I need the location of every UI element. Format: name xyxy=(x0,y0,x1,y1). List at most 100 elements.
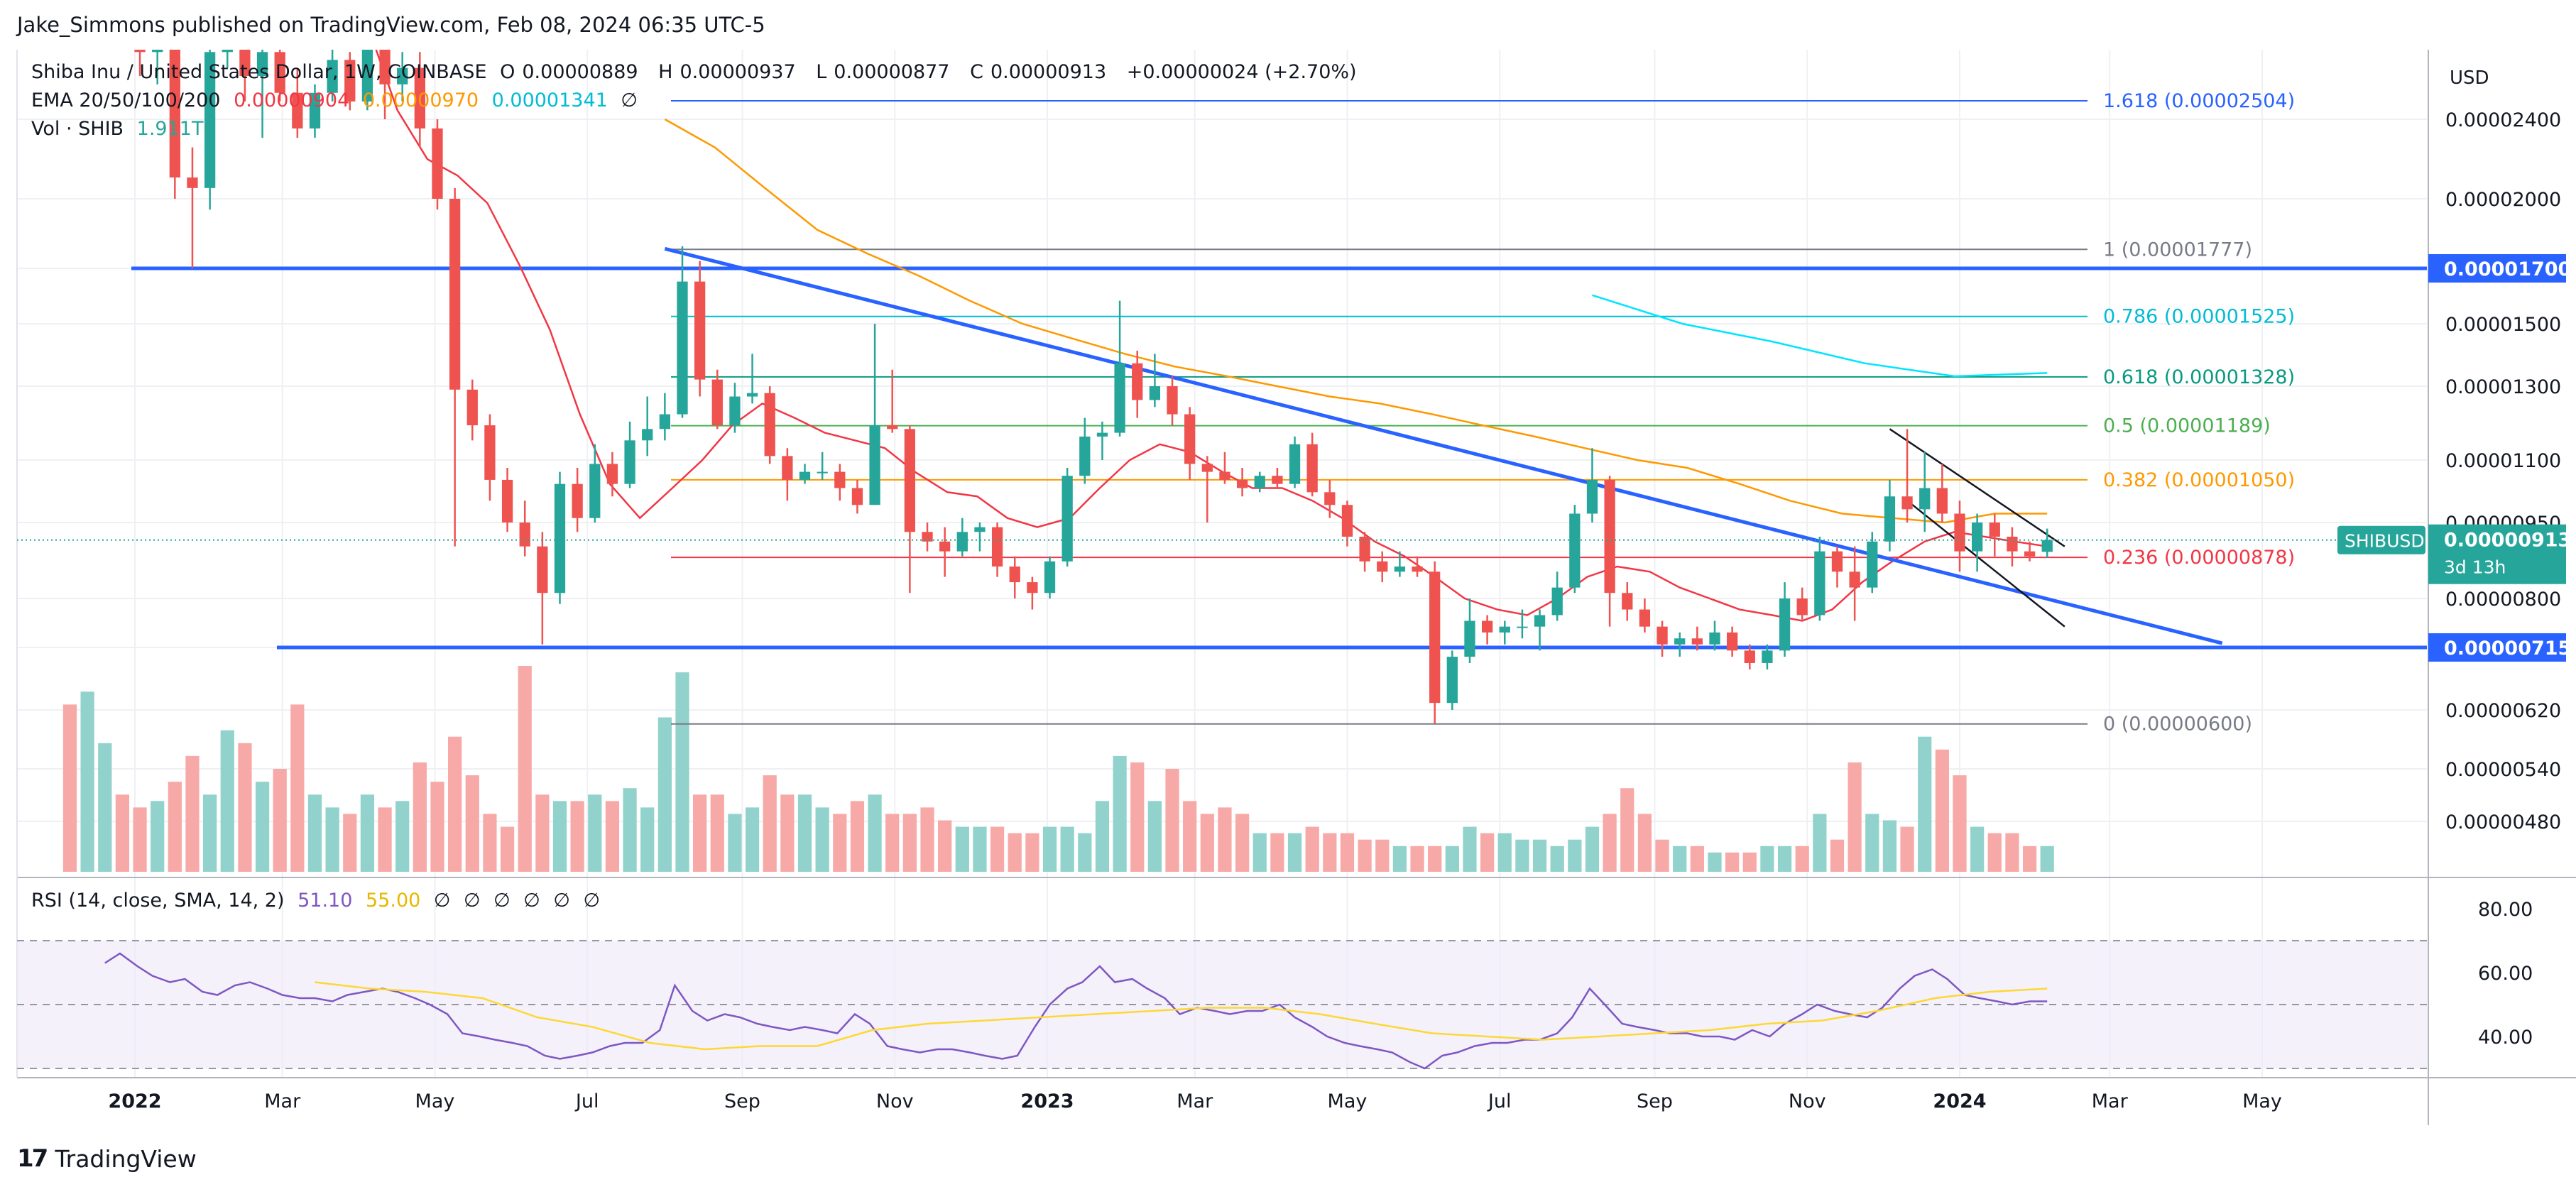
rsi-hidden-icon[interactable]: ∅ xyxy=(493,890,511,912)
rsi-line xyxy=(104,952,2048,1070)
candle-body xyxy=(1201,464,1213,472)
rsi-hidden-icon[interactable]: ∅ xyxy=(523,890,540,912)
candle-body xyxy=(1272,476,1283,484)
candle-body xyxy=(1359,536,1370,562)
volume-bar xyxy=(1918,736,1932,872)
volume-bar xyxy=(1078,833,1092,872)
candle xyxy=(1184,407,1196,480)
candle xyxy=(1726,626,1738,657)
volume-bar xyxy=(413,762,427,872)
time-tick-label: Nov xyxy=(876,1090,914,1112)
volume-bar xyxy=(1585,826,1600,872)
candle-body xyxy=(1464,620,1475,657)
candle xyxy=(782,448,793,501)
volume-bar xyxy=(797,794,812,872)
currency-label: USD xyxy=(2450,67,2489,89)
candle xyxy=(1359,532,1370,572)
candle xyxy=(1306,432,1318,497)
rsi-hidden-icon[interactable]: ∅ xyxy=(583,890,601,912)
volume-bar xyxy=(1147,801,1162,872)
rsi-label: RSI (14, close, SMA, 14, 2) xyxy=(31,890,285,912)
volume-bar xyxy=(640,807,655,872)
rsi-hidden-icon[interactable]: ∅ xyxy=(553,890,570,912)
candle-body xyxy=(1622,593,1633,610)
candle xyxy=(1849,546,1860,621)
candle xyxy=(1201,456,1213,523)
volume-bar xyxy=(1252,833,1267,872)
candle xyxy=(204,50,216,210)
fib-level-label: 0 (0.00000600) xyxy=(2103,713,2252,735)
candle-body xyxy=(1849,571,1860,588)
candle-body xyxy=(642,429,653,441)
volume-bar xyxy=(1987,833,2002,872)
fib-level-label: 1.618 (0.00002504) xyxy=(2103,90,2295,112)
candle-body xyxy=(1604,479,1615,594)
candle xyxy=(187,147,198,268)
level-price-tag-text: 0.00001700 xyxy=(2444,258,2571,280)
volume-bar xyxy=(955,826,969,872)
last-price-tag-text: 0.00000913 xyxy=(2444,530,2571,552)
channel-lower-line xyxy=(1906,500,2065,628)
candle-body xyxy=(782,456,793,480)
ema-legend[interactable]: EMA 20/50/100/200 0.00000904 0.00000970 … xyxy=(31,89,645,111)
candle-body xyxy=(1394,566,1406,572)
volume-bar xyxy=(675,672,689,872)
volume-bar xyxy=(1165,769,1179,872)
candle xyxy=(729,383,741,433)
tradingview-logo[interactable]: 17 TradingView xyxy=(17,1144,197,1173)
volume-bar xyxy=(657,717,672,872)
volume-bar xyxy=(1777,846,1792,872)
candle xyxy=(2024,541,2036,562)
candle-body xyxy=(169,50,180,178)
candle-body xyxy=(974,527,986,532)
hidden-series-icon[interactable]: ∅ xyxy=(621,89,638,111)
volume-label: Vol · SHIB xyxy=(31,118,124,140)
low-value: 0.00000877 xyxy=(834,61,950,83)
candle-body xyxy=(1534,615,1546,627)
rsi-hidden-icon[interactable]: ∅ xyxy=(433,890,451,912)
candle-body xyxy=(1586,479,1598,514)
volume-bar xyxy=(1130,762,1145,872)
time-tick-label: Sep xyxy=(724,1090,760,1112)
volume-bar xyxy=(1603,814,1617,872)
volume-bar xyxy=(360,794,375,872)
candle xyxy=(764,386,775,464)
high-value: 0.00000937 xyxy=(680,61,796,83)
volume-bar xyxy=(1480,833,1495,872)
volume-legend[interactable]: Vol · SHIB 1.911T xyxy=(31,118,210,140)
candle-body xyxy=(344,60,356,102)
candle xyxy=(1779,582,1791,657)
rsi-tick-label: 80.00 xyxy=(2478,899,2533,921)
price-tick-label: 0.00002000 xyxy=(2445,189,2561,211)
volume-bar xyxy=(1953,775,1967,872)
candle-body xyxy=(991,527,1003,567)
candle-body xyxy=(292,92,303,128)
candle-body xyxy=(589,464,601,518)
candle-body xyxy=(537,546,548,594)
candle xyxy=(1936,464,1948,523)
volume-bar xyxy=(710,794,724,872)
candle xyxy=(1569,505,1581,594)
candle xyxy=(152,50,163,84)
volume-bar xyxy=(448,736,462,872)
volume-bar xyxy=(1463,826,1477,872)
volume-bar xyxy=(588,794,602,872)
candle xyxy=(659,393,670,441)
volume-bar xyxy=(938,820,952,872)
candle-body xyxy=(746,393,758,397)
rsi-legend[interactable]: RSI (14, close, SMA, 14, 2) 51.10 55.00 … xyxy=(31,890,607,912)
volume-bar xyxy=(220,730,234,872)
candle xyxy=(1324,479,1336,518)
volume-bar xyxy=(1025,833,1039,872)
candle xyxy=(1446,650,1458,710)
candle-body xyxy=(1079,436,1091,476)
rsi-hidden-icon[interactable]: ∅ xyxy=(464,890,481,912)
candle-body xyxy=(1831,551,1843,572)
symbol-title: Shiba Inu / United States Dollar, 1W, CO… xyxy=(31,61,487,83)
candle-body xyxy=(1132,363,1143,400)
candle xyxy=(1762,644,1773,669)
candle-body xyxy=(1429,571,1441,704)
candle-body xyxy=(1184,414,1196,464)
candle-body xyxy=(1936,488,1948,514)
